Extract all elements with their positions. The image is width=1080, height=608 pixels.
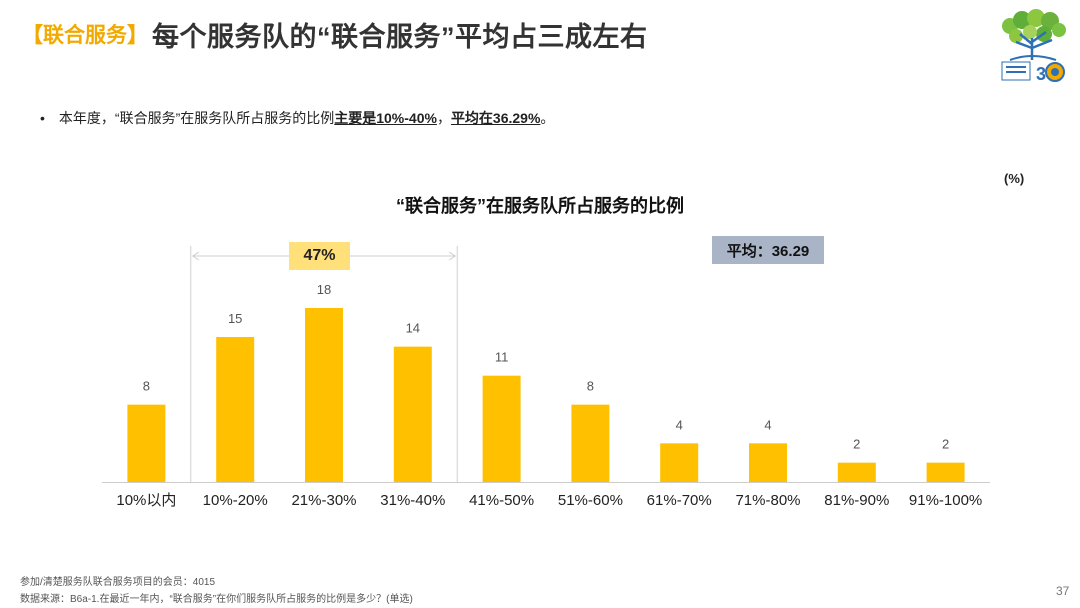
- svg-text:3: 3: [1036, 64, 1046, 84]
- title-row: 【联合服务】 每个服务队的“联合服务”平均占三成左右: [22, 14, 648, 54]
- section-tag: 【联合服务】: [22, 24, 148, 47]
- bar-5: [482, 375, 521, 482]
- tree-icon: [1002, 9, 1066, 61]
- category-label-1: 10%以内: [116, 492, 176, 509]
- category-label-10: 91%-100%: [909, 492, 982, 509]
- value-label-8: 4: [764, 417, 771, 432]
- value-label-6: 8: [587, 379, 594, 394]
- bar-6: [571, 404, 610, 482]
- category-label-3: 21%-30%: [291, 492, 356, 509]
- category-label-8: 71%-80%: [735, 492, 800, 509]
- bracket-right-arrow-icon: [448, 251, 457, 261]
- bracket-percentage-badge: 47%: [289, 242, 350, 270]
- category-label-7: 61%-70%: [647, 492, 712, 509]
- value-label-4: 14: [406, 321, 420, 336]
- bars-group: [127, 308, 965, 482]
- bullet-emphasis-average: 平均在36.29%: [450, 110, 541, 126]
- value-label-10: 2: [942, 437, 949, 452]
- category-label-4: 31%-40%: [380, 492, 445, 509]
- value-label-2: 15: [228, 311, 242, 326]
- bar-9: [837, 462, 876, 482]
- category-label-6: 51%-60%: [558, 492, 623, 509]
- bar-7: [660, 443, 699, 482]
- value-label-5: 11: [495, 350, 509, 365]
- bar-2: [216, 337, 255, 482]
- value-label-9: 2: [853, 437, 860, 452]
- bar-4: [393, 346, 432, 482]
- bullet-prefix: 本年度，“联合服务”在服务队所占服务的比例: [58, 110, 335, 126]
- bar-10: [926, 462, 965, 482]
- category-label-9: 81%-90%: [824, 492, 889, 509]
- value-label-7: 4: [676, 417, 683, 432]
- bullet-dot: •: [40, 110, 45, 126]
- category-label-5: 41%-50%: [469, 492, 534, 509]
- average-badge: 平均：36.29: [712, 236, 824, 264]
- labels-group: 8 10%以内 15 10%-20% 18 21%-30% 14 31%-40% 11 41%-5…: [116, 282, 982, 509]
- bar-8: [749, 443, 787, 482]
- footnote-sample: 参加/清楚服务队联合服务项目的会员：4015: [20, 577, 216, 588]
- bar-1: [127, 404, 166, 482]
- value-label-3: 18: [317, 282, 331, 297]
- bracket-left-arrow-icon: [191, 251, 200, 261]
- bar-3: [305, 308, 343, 482]
- bullet-mid: ，: [436, 110, 451, 126]
- organization-logo-icon: 3: [1001, 9, 1066, 84]
- footnote-source: 数据来源：B6a-1.在最近一年内，“联合服务”在你们服务队所占服务的比例是多少…: [20, 594, 413, 605]
- summary-bullet: • 本年度，“联合服务”在服务队所占服务的比例 主要是10%-40% ， 平均在…: [40, 108, 554, 128]
- category-label-2: 10%-20%: [203, 492, 268, 509]
- unit-label: (%): [1004, 171, 1025, 186]
- bullet-suffix: 。: [540, 110, 555, 126]
- chart-title: “联合服务”在服务队所占服务的比例: [396, 196, 684, 216]
- page-title: 每个服务队的“联合服务”平均占三成左右: [152, 21, 648, 52]
- value-label-1: 8: [143, 379, 150, 394]
- bullet-emphasis-range: 主要是10%-40%: [334, 110, 437, 126]
- page-number: 37: [1056, 584, 1070, 598]
